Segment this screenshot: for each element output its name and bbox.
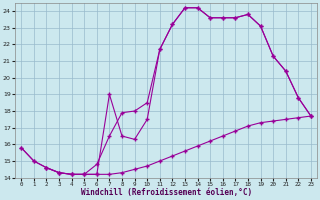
X-axis label: Windchill (Refroidissement éolien,°C): Windchill (Refroidissement éolien,°C) xyxy=(81,188,252,197)
